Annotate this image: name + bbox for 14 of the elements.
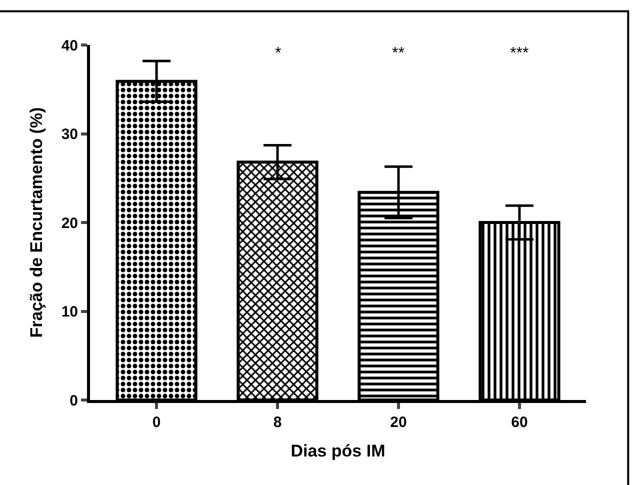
annotation: ** — [392, 45, 404, 62]
y-axis-title: Fração de Encurtamento (%) — [26, 107, 46, 338]
x-axis-title: Dias pós IM — [290, 441, 386, 460]
y-tick-label: 40 — [61, 37, 78, 54]
x-tick-label: 20 — [390, 414, 407, 431]
annotation: * — [275, 45, 282, 62]
x-tick-label: 8 — [273, 414, 282, 431]
x-tick-label: 0 — [152, 414, 161, 431]
annotation: *** — [510, 45, 529, 62]
y-tick-label: 20 — [61, 214, 78, 232]
y-tick-label: 0 — [70, 392, 78, 410]
x-tick-label: 60 — [511, 414, 528, 431]
y-tick-label: 10 — [61, 304, 78, 320]
y-tick-label: 30 — [61, 126, 78, 143]
